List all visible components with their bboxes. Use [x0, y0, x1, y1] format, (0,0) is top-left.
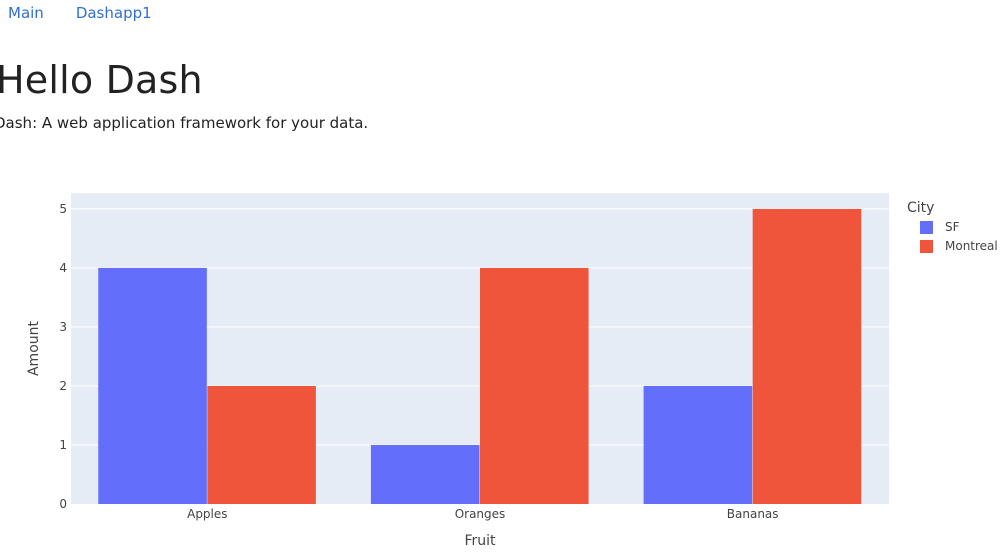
bar-sf-apples[interactable]: [98, 267, 207, 504]
nav-link-main[interactable]: Main: [8, 4, 44, 22]
bar-sf-bananas[interactable]: [643, 385, 753, 504]
y-tick-label: 0: [59, 497, 67, 511]
y-tick-label: 5: [59, 202, 67, 216]
y-tick-label: 3: [59, 320, 67, 334]
x-tick-label: Apples: [187, 507, 227, 521]
legend-swatch-montreal[interactable]: [920, 240, 933, 253]
x-tick-label: Oranges: [455, 507, 506, 521]
y-tick-label: 1: [59, 438, 67, 452]
legend-title: City: [907, 200, 934, 216]
bar-montreal-oranges[interactable]: [480, 267, 589, 504]
page-subtitle: Dash: A web application framework for yo…: [0, 114, 369, 132]
bar-chart: 0 1 2 3 4 5 Apples Oranges Bananas Fruit Amount Cit…: [26, 193, 998, 549]
page-title: Hello Dash: [0, 58, 203, 102]
y-tick-label: 2: [59, 379, 67, 393]
legend-swatch-sf[interactable]: [920, 221, 933, 234]
bar-montreal-apples[interactable]: [207, 385, 316, 504]
y-axis-title: Amount: [26, 320, 42, 376]
y-tick-label: 4: [59, 261, 67, 275]
x-tick-label: Bananas: [727, 507, 779, 521]
top-nav: Main Dashapp1: [8, 4, 152, 22]
nav-link-dashapp1[interactable]: Dashapp1: [75, 4, 152, 22]
legend-label-montreal[interactable]: Montreal: [945, 239, 998, 253]
bar-sf-oranges[interactable]: [370, 444, 480, 504]
bar-montreal-bananas[interactable]: [752, 208, 862, 504]
x-axis-title: Fruit: [464, 533, 496, 549]
legend-label-sf[interactable]: SF: [945, 220, 960, 234]
